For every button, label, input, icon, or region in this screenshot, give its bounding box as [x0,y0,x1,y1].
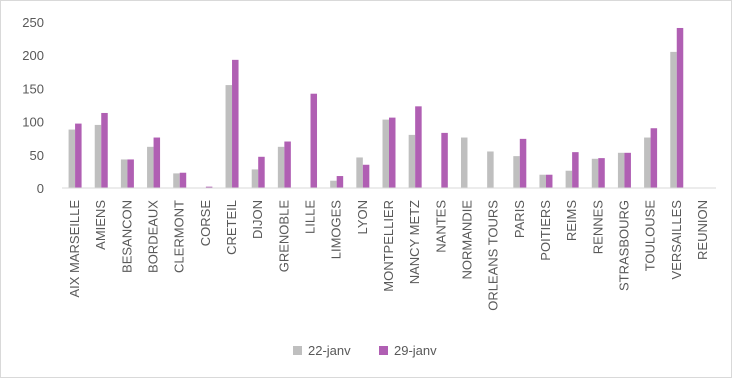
x-tick-label: ORLEANS TOURS [486,200,501,311]
x-tick-label: DIJON [250,200,265,239]
y-tick-label: 0 [37,181,44,196]
bar-29-janv-aix-marseille [75,123,82,188]
bar-29-janv-nantes [441,132,448,188]
bar-29-janv-versailles [676,27,684,189]
bar-22-janv-nancy-metz [408,134,416,188]
x-tick-label: RENNES [590,200,605,255]
bar-29-janv-lille [310,93,318,188]
bar-22-janv-normandie [460,137,468,188]
bar-22-janv-clermont [173,173,180,188]
x-tick-label: NANTES [433,200,448,253]
y-tick-label: 250 [22,15,44,30]
bar-29-janv-nancy-metz [415,106,422,188]
bar-22-janv-poitiers [539,174,546,188]
bar-22-janv-paris [513,156,520,188]
legend-label: 22-janv [308,343,351,358]
x-tick-label: CORSE [198,200,213,247]
x-tick-label: NORMANDIE [459,200,474,280]
bar-29-janv-rennes [598,158,605,188]
x-tick-label: CRETEIL [224,200,239,255]
bar-29-janv-amiens [101,112,108,188]
legend-swatch [379,346,388,355]
y-tick-label: 150 [22,81,44,96]
bar-29-janv-dijon [258,156,265,188]
y-tick-label: 50 [30,148,44,163]
y-tick-label: 200 [22,48,44,63]
bar-22-janv-montpellier [382,119,389,188]
bar-29-janv-clermont [179,172,187,188]
x-tick-label: CLERMONT [172,200,187,273]
x-tick-label: STRASBOURG [616,200,631,291]
bar-22-janv-reims [565,170,573,188]
bar-22-janv-besancon [120,159,128,188]
legend: 22-janv 29-janv [293,343,437,358]
x-tick-label: LYON [355,200,370,234]
bar-22-janv-grenoble [277,146,285,188]
x-tick-label: AIX MARSEILLE [67,200,82,298]
bars [68,27,684,189]
y-tick-label: 100 [22,115,44,130]
x-tick-label: VERSAILLES [669,200,684,280]
x-tick-label: LILLE [303,200,318,234]
bar-22-janv-aix-marseille [68,129,76,188]
bar-22-janv-limoges [330,180,337,188]
x-tick-label: POITIERS [538,200,553,261]
x-tick-label: GRENOBLE [276,200,291,273]
bar-29-janv-lyon [362,164,370,188]
x-tick-label: TOULOUSE [643,200,658,272]
bar-22-janv-rennes [591,158,599,188]
x-tick-label: NANCY METZ [407,200,422,284]
bar-29-janv-montpellier [389,117,396,188]
bar-22-janv-amiens [94,124,102,188]
x-tick-label: AMIENS [93,200,108,250]
bar-29-janv-corse [205,186,213,188]
bar-22-janv-lyon [356,157,363,188]
x-tick-label: PARIS [512,200,527,238]
x-tick-label: LIMOGES [329,200,344,260]
bar-29-janv-paris [519,138,527,188]
bar-29-janv-strasbourg [624,152,631,188]
bar-29-janv-limoges [336,176,344,188]
x-tick-label: BESANCON [119,200,134,273]
bar-29-janv-grenoble [284,141,291,188]
bar-29-janv-besancon [127,159,134,188]
x-axis-labels: AIX MARSEILLE AMIENS BESANCON BORDEAUX CLERM… [67,200,710,311]
bar-22-janv-orleans-tours [487,151,494,188]
bar-22-janv-toulouse [644,137,651,188]
legend-label: 29-janv [394,343,437,358]
bar-29-janv-reims [572,152,579,188]
bar-29-janv-creteil [232,59,239,189]
y-axis-ticks: 0 50 100 150 200 250 [22,15,44,196]
bar-29-janv-toulouse [650,128,658,188]
bar-29-janv-poitiers [545,174,553,188]
bar-22-janv-versailles [670,51,677,188]
legend-swatch [293,346,302,355]
x-tick-label: REIMS [564,200,579,242]
x-tick-label: MONTPELLIER [381,200,396,292]
x-tick-label: REUNION [695,200,710,260]
bar-22-janv-dijon [251,169,259,188]
bar-22-janv-bordeaux [147,146,154,188]
bar-22-janv-creteil [225,85,233,188]
bar-22-janv-strasbourg [617,152,625,188]
bar-29-janv-bordeaux [153,137,161,188]
x-tick-label: BORDEAUX [146,200,161,273]
